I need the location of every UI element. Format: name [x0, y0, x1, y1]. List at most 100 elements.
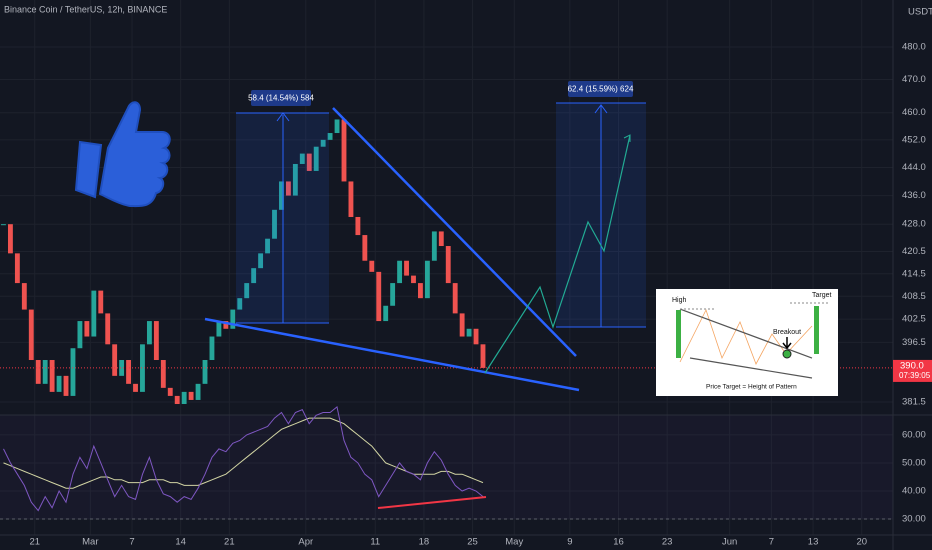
candle: [188, 391, 194, 400]
measure-label-bg: [251, 90, 311, 106]
candle: [397, 260, 403, 284]
candle: [348, 181, 354, 217]
candle: [279, 181, 284, 210]
time-tick-label: 18: [419, 537, 430, 548]
candle: [42, 360, 48, 384]
candle: [320, 139, 326, 147]
candle: [160, 360, 166, 388]
candle: [209, 336, 215, 361]
candle: [306, 153, 312, 171]
rsi-tick-label: 50.00: [902, 457, 926, 468]
candle: [56, 375, 62, 392]
candle: [431, 231, 437, 261]
rsi-tick-label: 60.00: [902, 429, 926, 440]
candle: [362, 235, 368, 261]
candle: [237, 298, 243, 310]
inset-price: [679, 308, 813, 365]
price-tick-label: 460.0: [902, 107, 926, 118]
lower-trendline: [204, 317, 580, 392]
candle: [1, 224, 6, 226]
inset-trend: [679, 308, 813, 359]
candle: [424, 260, 430, 299]
candle: [265, 238, 270, 254]
inset-height-bar: [814, 306, 819, 354]
time-tick-label: 13: [808, 537, 819, 548]
price-tick-label: 402.5: [902, 314, 926, 325]
candle: [466, 328, 472, 337]
time-tick-label: 14: [175, 537, 186, 548]
price-tick-label: 470.0: [902, 74, 926, 85]
time-tick-label: Apr: [298, 537, 313, 548]
measure-label-bg: [568, 81, 633, 97]
last-price-label: 390.0: [900, 360, 924, 371]
candle: [473, 328, 479, 345]
candle: [438, 231, 444, 247]
candle: [181, 391, 187, 405]
price-tick-label: 452.0: [902, 134, 926, 145]
arrow-head: [594, 104, 608, 114]
last-price-tag: [893, 359, 932, 382]
candle: [404, 260, 409, 276]
time-tick-label: 21: [29, 537, 40, 548]
candle: [21, 283, 27, 310]
candle: [126, 360, 131, 384]
candle: [91, 290, 97, 337]
candle: [35, 360, 41, 384]
candle: [49, 360, 55, 392]
candle: [285, 181, 291, 196]
time-tick-label: 23: [662, 537, 673, 548]
candle: [258, 253, 264, 269]
time-tick-label: 7: [769, 537, 774, 548]
projection-head: [623, 134, 631, 142]
inset-label: Target: [812, 292, 832, 299]
candle: [119, 360, 125, 376]
price-tick-label: 381.5: [902, 396, 926, 407]
candle: [390, 283, 396, 306]
candle: [251, 268, 257, 284]
candle: [272, 209, 277, 239]
arrow-head: [276, 112, 290, 122]
candle: [140, 344, 145, 392]
price-tick-label: 408.5: [902, 291, 926, 302]
time-tick-label: Jun: [722, 537, 737, 548]
candle: [411, 275, 416, 284]
measure-label: 58.4 (14.54%) 584: [248, 94, 314, 103]
candle: [369, 260, 375, 272]
price-tick-label: 428.0: [902, 219, 926, 230]
candle: [383, 305, 389, 322]
candle: [7, 224, 13, 254]
candle: [230, 309, 236, 329]
candle: [313, 146, 319, 171]
candle: [112, 344, 118, 376]
candle: [418, 283, 423, 299]
candle: [28, 309, 34, 361]
candle: [452, 283, 458, 314]
candle: [98, 290, 104, 314]
inset-label: Breakout: [773, 329, 801, 336]
price-tick-label: 420.5: [902, 246, 926, 257]
inset-breakout: [782, 349, 792, 359]
candle: [341, 119, 347, 182]
candle: [292, 163, 298, 196]
rsi-line: [3, 405, 484, 512]
candle: [84, 321, 90, 337]
rsi-ma-line: [3, 417, 484, 489]
candle: [105, 313, 111, 345]
candle: [459, 313, 465, 337]
candle: [376, 271, 382, 322]
candle: [153, 321, 159, 361]
rsi-tick-label: 30.00: [902, 514, 926, 525]
rsi-tick-label: 40.00: [902, 485, 926, 496]
time-tick-label: 20: [856, 537, 867, 548]
rsi-divergence-line: [377, 496, 487, 509]
time-tick-label: Mar: [82, 537, 98, 548]
candle: [63, 375, 69, 396]
candle: [167, 387, 173, 396]
projection-path: [484, 134, 631, 374]
pattern-inset: High Target Breakout Price Target = Heig…: [656, 289, 838, 396]
time-tick-label: 7: [129, 537, 134, 548]
candle: [174, 395, 180, 405]
inset-height-bar: [676, 310, 681, 358]
